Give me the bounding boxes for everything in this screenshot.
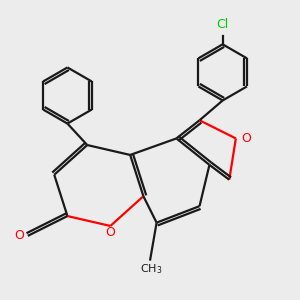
Text: O: O [15, 230, 25, 242]
Text: Cl: Cl [217, 18, 229, 31]
Text: O: O [241, 132, 251, 145]
Text: CH$_3$: CH$_3$ [140, 262, 163, 276]
Text: O: O [105, 226, 115, 239]
